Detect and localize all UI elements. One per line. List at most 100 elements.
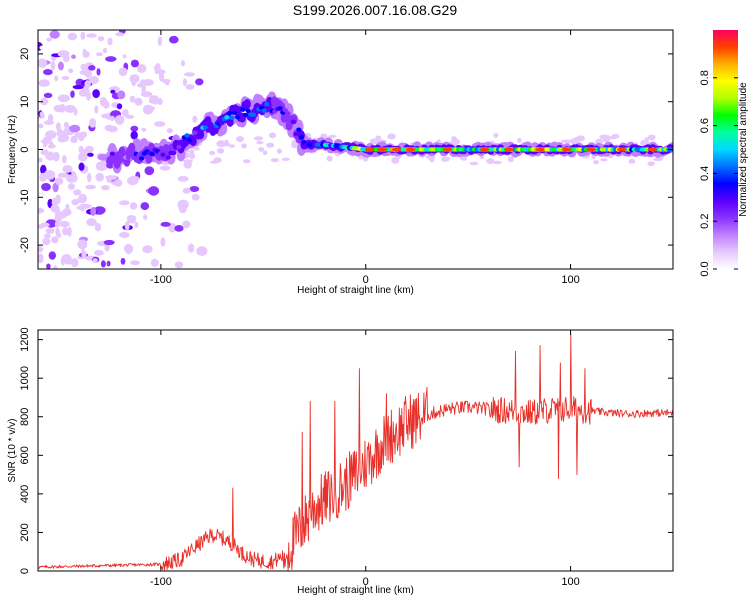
spectrogram-noise-cell bbox=[140, 202, 150, 211]
spectrogram-noise-cell bbox=[38, 140, 44, 151]
spectrogram-noise-cell bbox=[375, 135, 382, 141]
spectrogram-ridge-core bbox=[293, 131, 299, 137]
snr-frame bbox=[37, 329, 674, 572]
spectrogram-noise-cell bbox=[67, 32, 78, 41]
spectrogram-ridge-core bbox=[282, 108, 288, 113]
spectrogram-noise-cell bbox=[59, 220, 70, 228]
spectrogram-noise-cell bbox=[60, 103, 66, 113]
spectrogram-noise-cell bbox=[38, 58, 47, 68]
snr-y-ticks: 0 200 400 600 800 1000 1200 bbox=[19, 327, 673, 574]
spectrogram-noise-cell bbox=[52, 182, 59, 193]
spectrogram-ridge-core bbox=[128, 149, 134, 155]
spectrogram-ridge-body bbox=[145, 153, 153, 164]
snr-x-ticks: -100 0 100 bbox=[150, 330, 580, 588]
spectrogram-noise-cell bbox=[73, 108, 78, 116]
spectrogram-ridge-core bbox=[179, 139, 185, 145]
spectrogram-noise-cell bbox=[87, 172, 92, 183]
spectrogram-noise-cell bbox=[166, 128, 173, 134]
spectrogram-noise-cell bbox=[157, 36, 162, 46]
spectrogram-noise-cell bbox=[187, 243, 195, 253]
spectrogram-noise-cell bbox=[39, 111, 45, 118]
spectrogram-ridge-core bbox=[120, 151, 126, 156]
spectrogram-noise-cell bbox=[71, 54, 76, 59]
spectrogram-ridge-core bbox=[160, 152, 166, 157]
spectrogram-ridge-core bbox=[229, 115, 235, 121]
spectrogram-ridge-core bbox=[109, 151, 115, 156]
spectrogram-ridge-peak bbox=[479, 147, 490, 152]
spectrogram-noise-cell bbox=[73, 189, 82, 196]
spectrogram-noise-cell bbox=[67, 183, 75, 190]
spectrogram-noise-cell bbox=[104, 244, 110, 252]
spectrogram-noise-cell bbox=[86, 218, 97, 227]
spectrogram-noise-cell bbox=[122, 109, 129, 117]
spectrogram-ridge-core bbox=[226, 110, 233, 116]
snr-plot-area bbox=[38, 333, 673, 571]
y-tick-label: -10 bbox=[19, 189, 31, 205]
spectrogram-noise-cell bbox=[158, 72, 165, 82]
spectrogram-noise-cell bbox=[94, 105, 99, 114]
spectrogram-noise-cell bbox=[150, 258, 159, 267]
spectrogram-noise-cell bbox=[63, 121, 69, 129]
y-tick-label: -20 bbox=[19, 237, 31, 253]
spectrogram-noise-cell bbox=[174, 261, 184, 269]
spectrogram-noise-cell bbox=[129, 202, 138, 210]
spectrogram-noise-cell bbox=[49, 78, 56, 87]
spectrogram-noise-cell bbox=[57, 50, 70, 58]
spectrogram-noise-cell bbox=[64, 258, 73, 265]
spectrogram-noise-cell bbox=[105, 175, 118, 180]
x-tick-label: 100 bbox=[561, 274, 579, 286]
spectrogram-noise-cell bbox=[55, 177, 64, 186]
spectrogram-ridge-core bbox=[125, 155, 131, 160]
spectrogram-noise-cell bbox=[451, 136, 457, 141]
spectrogram-noise-cell bbox=[429, 155, 435, 163]
spectrogram-ridge-core bbox=[290, 119, 296, 125]
spectrogram-noise-cell bbox=[51, 236, 59, 244]
spectrogram-noise-cell bbox=[577, 136, 585, 142]
spectrogram-ridge-core bbox=[117, 158, 123, 163]
spectrogram-noise-cell bbox=[270, 158, 279, 163]
spectrogram-ridge-peak bbox=[364, 147, 375, 152]
spectrogram-noise-cell bbox=[80, 131, 88, 138]
spectrogram-noise-cell bbox=[209, 150, 216, 156]
spectrogram-noise-cell bbox=[160, 221, 171, 227]
spectrogram-noise-cell bbox=[256, 141, 264, 145]
spectrogram-noise-cell bbox=[122, 54, 127, 59]
spectrogram-ridge-core bbox=[208, 122, 214, 127]
spectrogram-x-ticks: -100 0 100 bbox=[150, 30, 580, 286]
spectrogram-ridge-peak bbox=[647, 147, 658, 152]
spectrogram-noise-cell bbox=[118, 67, 128, 76]
spectrogram-ridge-peak bbox=[586, 147, 597, 152]
spectrogram-noise-cell bbox=[68, 68, 74, 73]
y-tick-label: 10 bbox=[19, 96, 31, 108]
spectrogram-noise-cell bbox=[60, 256, 65, 266]
spectrogram-x-axis-label: Height of straight line (km) bbox=[297, 285, 414, 296]
spectrogram-ridge-core bbox=[115, 151, 121, 156]
spectrogram-noise-cell bbox=[54, 75, 59, 82]
spectrogram-ridge-core bbox=[245, 108, 251, 114]
spectrogram-noise-cell bbox=[155, 63, 161, 73]
spectrogram-noise-cell bbox=[628, 158, 636, 164]
spectrogram-noise-cell bbox=[84, 80, 91, 89]
spectrogram-noise-cell bbox=[85, 184, 96, 190]
spectrogram-ridge-core bbox=[224, 115, 230, 120]
spectrogram-noise-cell bbox=[569, 138, 578, 145]
spectrogram-noise-cell bbox=[130, 260, 140, 266]
spectrogram-ridge-core bbox=[296, 127, 302, 132]
spectrogram-noise-cell bbox=[42, 237, 51, 246]
spectrogram-noise-cell bbox=[195, 78, 204, 86]
spectrogram-noise-cell bbox=[216, 140, 226, 148]
spectrogram-noise-cell bbox=[140, 91, 153, 98]
spectrogram-noise-cell bbox=[328, 134, 337, 138]
spectrogram-noise-cell bbox=[258, 147, 265, 152]
spectrogram-noise-cell bbox=[54, 205, 60, 215]
spectrogram-noise-cell bbox=[137, 64, 147, 73]
spectrogram-noise-cell bbox=[281, 157, 290, 161]
spectrogram-noise-cell bbox=[101, 185, 110, 191]
spectrogram-noise-cell bbox=[600, 158, 608, 162]
spectrogram-noise-cell bbox=[182, 78, 187, 86]
colorbar-gradient bbox=[713, 30, 738, 269]
spectrogram-noise-cell bbox=[61, 227, 69, 236]
spectrogram-ridge-core bbox=[264, 102, 270, 107]
spectrogram-noise-cell bbox=[486, 158, 495, 164]
spectrogram-noise-cell bbox=[105, 56, 117, 62]
